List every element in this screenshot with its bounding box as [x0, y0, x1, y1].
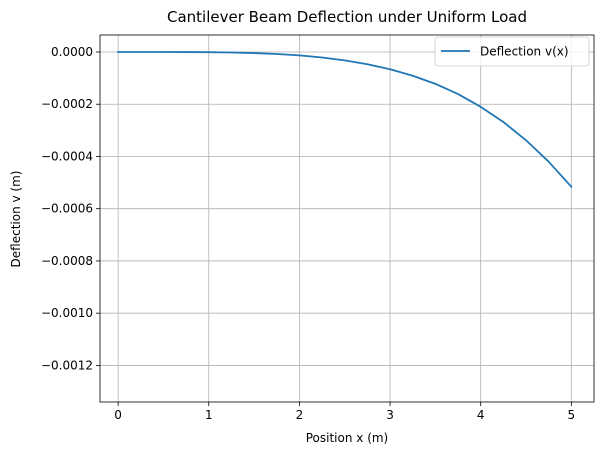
y-axis-label: Deflection v (m) — [9, 171, 23, 268]
x-axis-label: Position x (m) — [306, 431, 389, 445]
x-tick-label: 0 — [114, 408, 122, 422]
x-tick-label: 4 — [477, 408, 485, 422]
y-tick-label: −0.0008 — [41, 254, 93, 268]
plot-frame — [99, 34, 595, 403]
y-tick-label: −0.0006 — [41, 202, 93, 216]
series-layer — [117, 51, 573, 189]
series-line-deflection — [117, 51, 573, 189]
x-tick-label: 5 — [568, 408, 576, 422]
x-tick-label: 3 — [386, 408, 394, 422]
legend-frame — [434, 36, 590, 67]
legend: Deflection v(x) — [434, 36, 590, 67]
x-tick-label: 2 — [296, 408, 304, 422]
y-tick-label: −0.0004 — [41, 149, 93, 163]
grid-lines — [100, 35, 594, 402]
y-tick-label: −0.0002 — [41, 97, 93, 111]
tick-marks: 0 1 2 3 4 5 0.0000 −0.0002 −0.0004 −0.0006 −0.0008… — [41, 45, 575, 422]
x-tick-label: 1 — [205, 408, 213, 422]
y-tick-label: 0.0000 — [51, 45, 93, 59]
legend-label-deflection: Deflection v(x) — [480, 45, 569, 59]
y-tick-label: −0.0012 — [41, 358, 93, 372]
axes — [99, 34, 595, 403]
chart-title: Cantilever Beam Deflection under Uniform… — [167, 8, 527, 26]
y-tick-label: −0.0010 — [41, 306, 93, 320]
